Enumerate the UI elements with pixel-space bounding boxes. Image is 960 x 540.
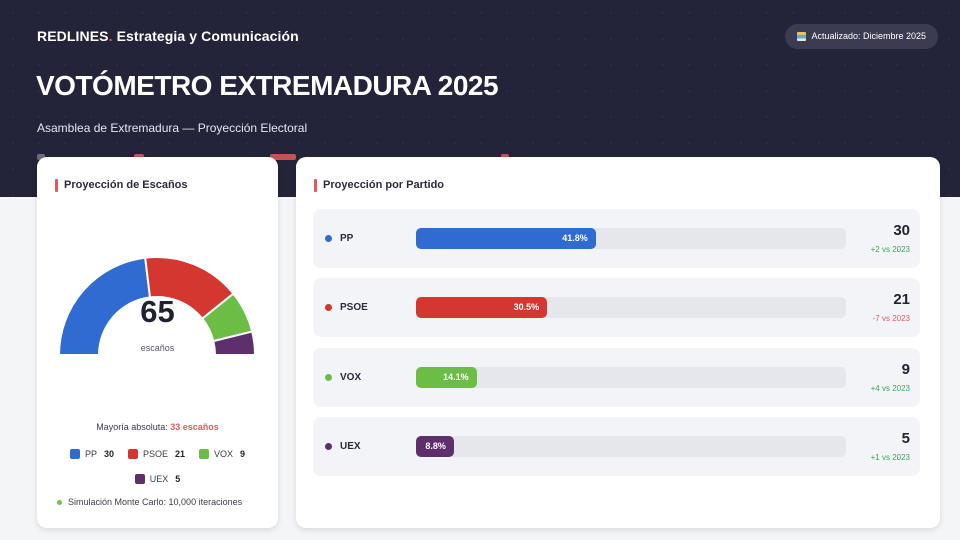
- legend-swatch: [127, 449, 138, 459]
- seat-change: +4 vs 2023: [870, 384, 910, 393]
- gauge-segment-uex: [212, 330, 257, 356]
- legend-party: VOX: [214, 449, 234, 459]
- party-name: PP: [340, 233, 354, 244]
- party-row-uex[interactable]: UEX 8.8% 5 +1 vs 2023: [313, 417, 920, 476]
- legend-swatch: [69, 449, 80, 459]
- party-seats: 5: [901, 430, 910, 447]
- party-row-vox[interactable]: VOX 14.1% 9 +4 vs 2023: [313, 348, 920, 407]
- party-color-dot: [325, 304, 332, 311]
- legend-item-pp: PP 30: [69, 449, 114, 459]
- vote-share-label: 8.8%: [425, 441, 446, 451]
- vote-share-track: 14.1%: [416, 367, 846, 388]
- vote-share-bar: 14.1%: [416, 367, 477, 388]
- party-color-dot: [325, 443, 332, 450]
- vote-share-bar: 8.8%: [416, 436, 454, 457]
- page-title: VOTÓMETRO EXTREMADURA 2025: [36, 70, 499, 101]
- vote-share-bar: 30.5%: [416, 297, 548, 318]
- seat-projection-card: Proyección de Escaños 65 escaños Mayoría…: [37, 157, 278, 528]
- status-dot-icon: [57, 499, 62, 505]
- seat-legend-row: UEX 5: [37, 474, 278, 484]
- vote-share-track: 8.8%: [416, 436, 846, 457]
- vote-share-label: 30.5%: [513, 302, 540, 312]
- legend-item-psoe: PSOE 21: [127, 449, 186, 459]
- majority-value: 33 escaños: [170, 422, 219, 432]
- hidden-stat-marker: [37, 154, 45, 160]
- party-name: VOX: [340, 372, 362, 383]
- bar-chart-icon: [797, 32, 807, 41]
- seat-gauge-chart: [57, 256, 257, 356]
- simulation-note: Simulación Monte Carlo: 10,000 iteracion…: [57, 497, 242, 507]
- updated-badge: Actualizado: Diciembre 2025: [785, 24, 938, 49]
- party-color-dot: [325, 374, 332, 381]
- party-projection-title: Proyección por Partido: [314, 179, 444, 192]
- party-seats: 9: [901, 361, 910, 378]
- vote-share-track: 41.8%: [416, 228, 846, 249]
- updated-label: Actualizado: Diciembre 2025: [811, 31, 926, 41]
- seat-change: -7 vs 2023: [872, 314, 910, 323]
- party-color-dot: [325, 235, 332, 242]
- party-seats: 21: [893, 291, 910, 308]
- brand-tagline: Estrategia y Comunicación: [116, 28, 299, 44]
- legend-item-uex: UEX 5: [134, 474, 181, 484]
- vote-share-track: 30.5%: [416, 297, 846, 318]
- party-row-psoe[interactable]: PSOE 30.5% 21 -7 vs 2023: [313, 278, 920, 337]
- legend-seats: 5: [175, 474, 181, 484]
- majority-threshold: Mayoría absoluta: 33 escaños: [37, 422, 278, 432]
- party-name: PSOE: [340, 302, 368, 313]
- total-seats: 65: [140, 294, 175, 329]
- legend-party: PSOE: [142, 449, 168, 459]
- legend-swatch: [134, 474, 145, 484]
- vote-share-bar: 41.8%: [416, 228, 596, 249]
- brand-name: REDLINES: [37, 28, 109, 44]
- legend-seats: 30: [103, 449, 114, 459]
- party-row-pp[interactable]: PP 41.8% 30 +2 vs 2023: [313, 209, 920, 268]
- legend-item-vox: VOX 9: [199, 449, 245, 459]
- legend-seats: 9: [240, 449, 246, 459]
- brand-logo[interactable]: REDLINES. Estrategia y Comunicación: [37, 28, 299, 44]
- seat-legend-row: PP 30 PSOE 21 VOX 9: [37, 449, 278, 459]
- header-hero: REDLINES. Estrategia y Comunicación Actu…: [0, 0, 960, 197]
- legend-seats: 21: [175, 449, 186, 459]
- party-name: UEX: [340, 441, 361, 452]
- legend-party: UEX: [149, 474, 169, 484]
- seat-change: +1 vs 2023: [870, 453, 910, 462]
- seat-projection-title: Proyección de Escaños: [55, 179, 188, 192]
- legend-swatch: [199, 449, 210, 459]
- hidden-stat-marker: [270, 154, 296, 160]
- legend-party: PP: [84, 449, 97, 459]
- majority-label: Mayoría absoluta:: [96, 422, 168, 432]
- brand-dot: .: [108, 28, 113, 44]
- party-seats: 30: [893, 222, 910, 239]
- page-subtitle: Asamblea de Extremadura — Proyección Ele…: [37, 121, 308, 135]
- vote-share-label: 41.8%: [562, 233, 588, 243]
- simulation-note-text: Simulación Monte Carlo: 10,000 iteracion…: [68, 497, 243, 507]
- party-projection-card: Proyección por Partido PP 41.8% 30 +2 vs…: [296, 157, 940, 528]
- total-seats-label: escaños: [140, 343, 175, 353]
- vote-share-label: 14.1%: [443, 372, 469, 382]
- seat-change: +2 vs 2023: [870, 245, 910, 254]
